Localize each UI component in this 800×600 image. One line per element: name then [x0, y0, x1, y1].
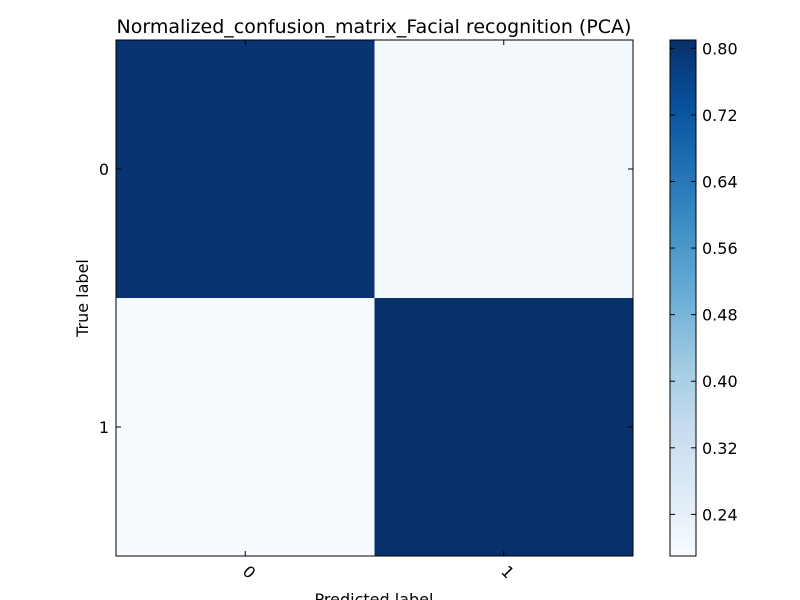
colorbar-tick-label: 0.40 — [702, 372, 738, 391]
colorbar-gradient — [670, 40, 696, 556]
colorbar-tick-label: 0.80 — [702, 39, 738, 58]
y-tick-label: 1 — [99, 418, 109, 437]
heatmap-cell-1-0 — [116, 298, 375, 557]
heatmap-cell-0-1 — [374, 40, 634, 299]
y-tick-label: 0 — [99, 160, 109, 179]
plot-frame — [115, 39, 634, 557]
heatmap-cell-1-1 — [374, 298, 634, 557]
x-tick-label: 0 — [239, 562, 260, 583]
colorbar-tick-label: 0.32 — [702, 439, 738, 458]
colorbar-ticks: 0.24 0.32 0.40 0.48 0.56 0.64 0.72 0.80 — [670, 39, 738, 524]
heatmap-cell-0-0 — [116, 40, 375, 299]
chart-title: Normalized_confusion_matrix_Facial recog… — [117, 16, 632, 38]
heatmap-cells — [116, 40, 634, 557]
colorbar-tick-label: 0.48 — [702, 306, 738, 325]
x-axis-label: Predicted label — [315, 590, 434, 600]
x-tick-label: 1 — [497, 562, 518, 583]
colorbar-frame — [669, 39, 697, 557]
y-axis-label: True label — [73, 259, 92, 338]
colorbar-tick-label: 0.24 — [702, 505, 738, 524]
colorbar-tick-label: 0.64 — [702, 172, 738, 191]
colorbar-tick-label: 0.72 — [702, 106, 738, 125]
colorbar-tick-label: 0.56 — [702, 239, 738, 258]
